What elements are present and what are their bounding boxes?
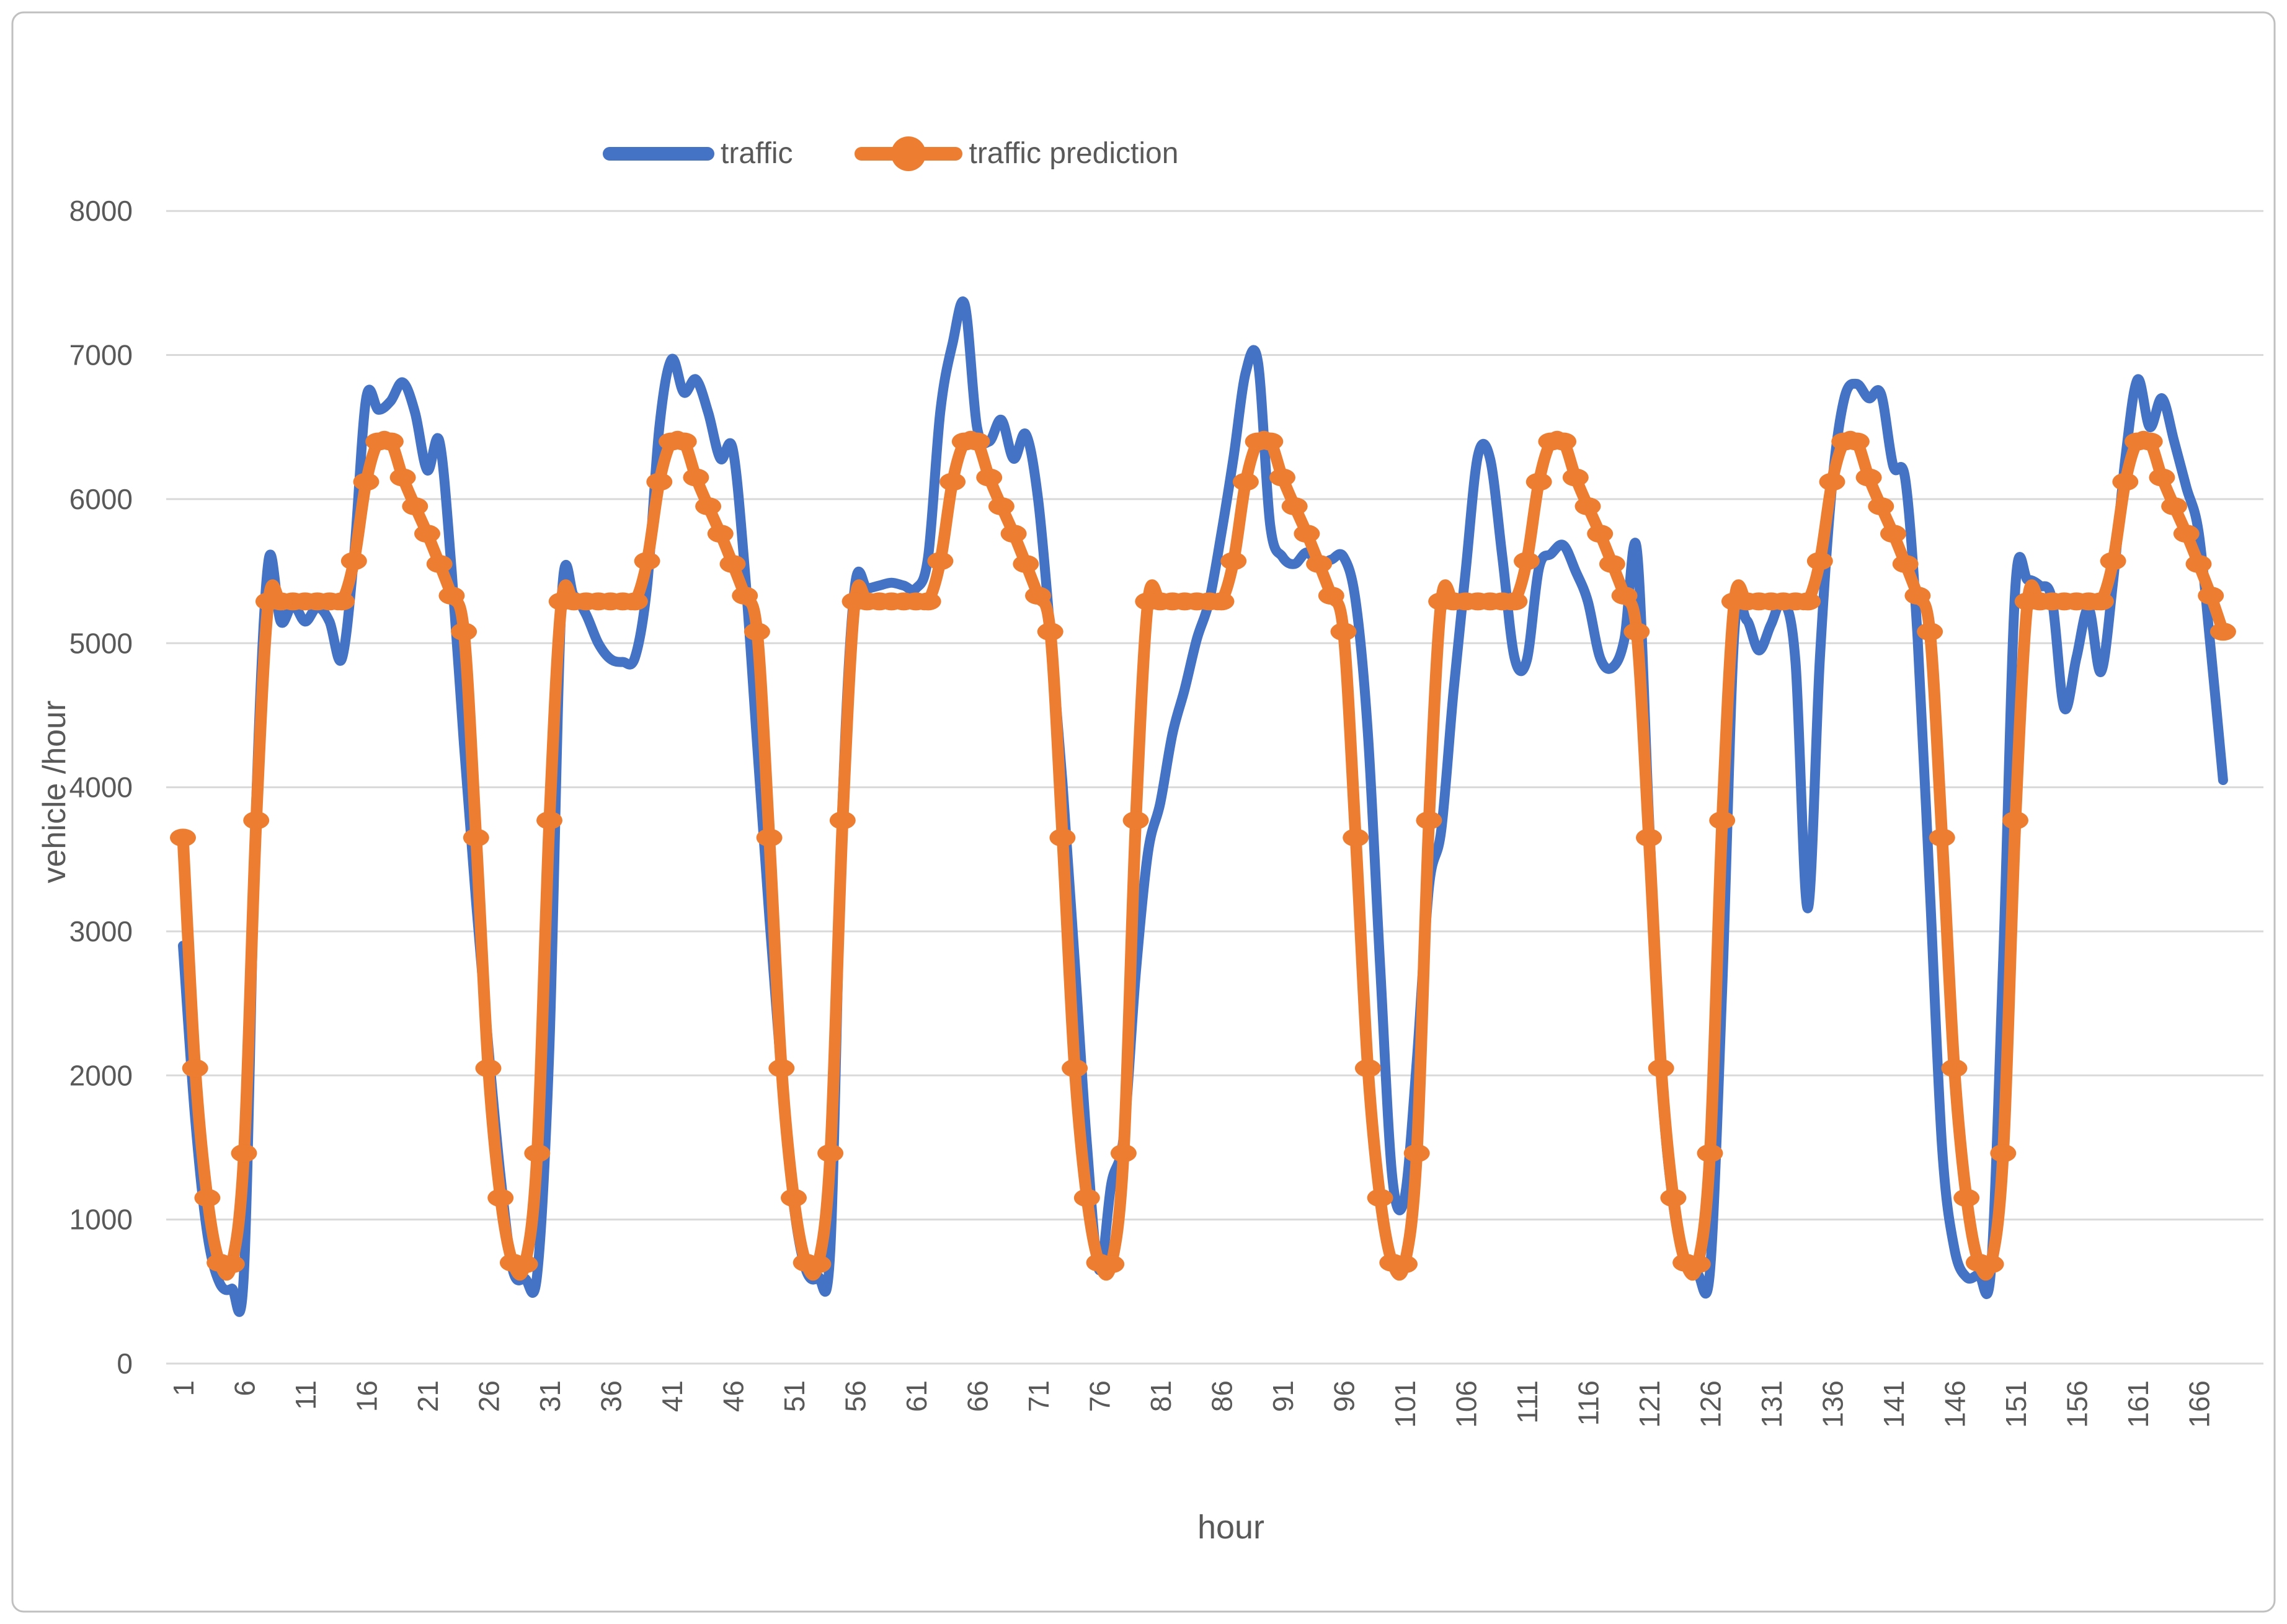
- x-axis-title: hour: [1197, 1509, 1265, 1546]
- svg-text:1000: 1000: [69, 1204, 133, 1236]
- svg-text:41: 41: [656, 1380, 688, 1412]
- svg-text:71: 71: [1023, 1380, 1055, 1412]
- svg-text:16: 16: [351, 1380, 383, 1412]
- y-axis-tick-labels: 0 1000 2000 3000 4000 5000 6000 7000 8000: [69, 195, 133, 1380]
- svg-text:141: 141: [1878, 1380, 1910, 1428]
- legend-label-traffic-prediction: traffic prediction: [969, 137, 1179, 170]
- svg-text:8000: 8000: [69, 195, 133, 227]
- traffic-series-line: [178, 296, 2228, 1317]
- svg-text:66: 66: [962, 1380, 994, 1412]
- svg-text:46: 46: [717, 1380, 750, 1412]
- svg-text:0: 0: [117, 1347, 133, 1380]
- legend-label-traffic: traffic: [721, 137, 793, 170]
- svg-text:6: 6: [229, 1380, 261, 1396]
- svg-text:156: 156: [2061, 1380, 2094, 1428]
- traffic-prediction-markers: [170, 432, 2236, 1274]
- svg-text:81: 81: [1145, 1380, 1177, 1412]
- traffic-prediction-line-sample-icon: [855, 136, 963, 171]
- svg-text:4000: 4000: [69, 771, 133, 804]
- svg-text:1: 1: [167, 1380, 200, 1396]
- svg-text:56: 56: [840, 1380, 872, 1412]
- svg-text:166: 166: [2183, 1380, 2216, 1428]
- traffic-line-sample-icon: [603, 147, 714, 161]
- svg-text:101: 101: [1389, 1380, 1421, 1428]
- y-axis-title: vehicle /hour: [37, 700, 73, 884]
- svg-text:161: 161: [2122, 1380, 2154, 1428]
- svg-text:106: 106: [1450, 1380, 1483, 1428]
- svg-text:11: 11: [290, 1380, 322, 1410]
- svg-text:31: 31: [534, 1380, 566, 1412]
- svg-text:26: 26: [473, 1380, 505, 1412]
- svg-text:2000: 2000: [69, 1059, 133, 1091]
- svg-text:7000: 7000: [69, 339, 133, 371]
- svg-text:111: 111: [1511, 1380, 1543, 1424]
- svg-text:61: 61: [900, 1380, 933, 1412]
- svg-text:36: 36: [595, 1380, 628, 1412]
- svg-text:96: 96: [1328, 1380, 1361, 1412]
- svg-text:126: 126: [1695, 1380, 1727, 1428]
- legend-item-traffic-prediction[interactable]: traffic prediction: [855, 135, 1178, 172]
- x-axis-tick-labels: 1 6 11 16 21 26 31 36 41 46 51 56 61 66 71 76 81 86 91 96 10…: [167, 1380, 2216, 1428]
- svg-text:86: 86: [1206, 1380, 1238, 1412]
- marker-dot-icon: [891, 136, 926, 171]
- svg-text:131: 131: [1756, 1380, 1788, 1428]
- svg-text:151: 151: [2000, 1380, 2032, 1428]
- svg-text:21: 21: [412, 1380, 444, 1412]
- chart-legend: traffic traffic prediction: [603, 135, 1178, 172]
- chart-border: [11, 11, 2276, 1613]
- legend-item-traffic[interactable]: traffic: [603, 135, 793, 172]
- svg-text:6000: 6000: [69, 483, 133, 515]
- gridlines: [166, 210, 2263, 1365]
- svg-text:3000: 3000: [69, 915, 133, 947]
- svg-text:51: 51: [778, 1380, 810, 1412]
- svg-text:5000: 5000: [69, 627, 133, 659]
- svg-text:116: 116: [1573, 1380, 1605, 1426]
- svg-text:76: 76: [1084, 1380, 1116, 1412]
- svg-text:91: 91: [1267, 1380, 1299, 1412]
- svg-text:136: 136: [1817, 1380, 1849, 1428]
- svg-text:121: 121: [1633, 1380, 1666, 1428]
- svg-text:146: 146: [1939, 1380, 1971, 1428]
